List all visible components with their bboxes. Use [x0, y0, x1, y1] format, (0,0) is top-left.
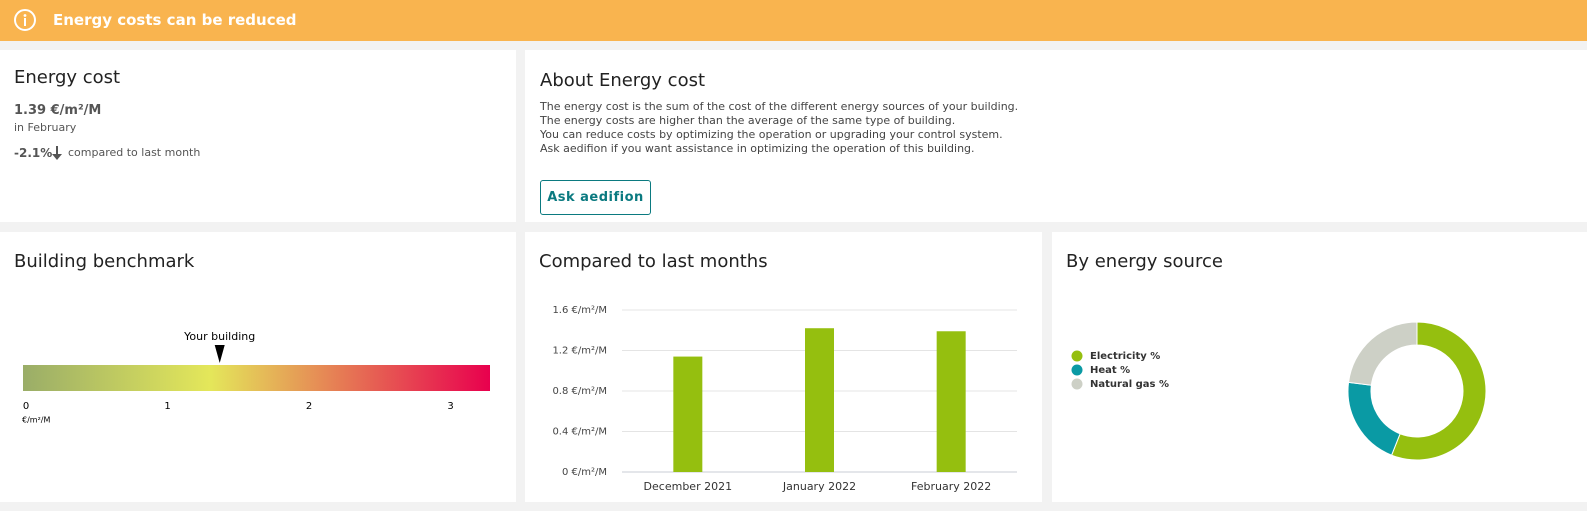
text-line: You can reduce costs by optimizing the o… [540, 128, 1003, 141]
about-text: The energy cost is the sum of the cost o… [540, 100, 1018, 156]
x-tick-label: December 2021 [644, 480, 733, 493]
energy-cost-card: Energy cost 1.39 €/m²/M in February -2.1… [0, 50, 516, 222]
legend-swatch [1071, 350, 1083, 362]
chart: 0 €/m²/M 0.4 €/m²/M 0.8 €/m²/M 1.2 €/m²/M 1.… [552, 305, 1017, 493]
chart-title: Building benchmark [14, 251, 195, 272]
chart: Electricity % Heat % Natural gas % [1071, 321, 1487, 461]
card-title: Energy cost [14, 67, 121, 88]
info-icon [14, 9, 36, 31]
bar [673, 356, 703, 472]
marker [214, 345, 225, 363]
card-title: About Energy cost [540, 70, 706, 91]
pie-slice [1347, 321, 1418, 386]
x-tick-label: 1 [164, 401, 170, 412]
pie-slice [1347, 381, 1401, 456]
bar [936, 331, 966, 472]
x-tick-label: January 2022 [782, 480, 856, 493]
legend-label: Electricity % [1090, 351, 1160, 362]
pie-card: By energy source Electricity % Heat % Natur… [1052, 232, 1587, 502]
about-card: About Energy cost The energy cost is the… [525, 50, 1587, 222]
cost-value: 1.39 €/m²/M [14, 103, 102, 118]
y-tick-label: 0.8 €/m²/M [552, 386, 607, 397]
change-note: compared to last month [68, 146, 201, 159]
chart-title: Compared to last months [539, 251, 768, 272]
text-line: Ask aedifion if you want assistance in o… [540, 142, 975, 155]
chart-title: By energy source [1066, 251, 1223, 272]
bar [805, 328, 834, 472]
text-line: The energy cost is the sum of the cost o… [540, 100, 1019, 113]
y-tick-label: 1.6 €/m²/M [552, 305, 607, 316]
banner-text: Energy costs can be reduced [53, 11, 297, 29]
legend-label: Natural gas % [1090, 379, 1169, 390]
legend-swatch [1071, 364, 1083, 376]
x-tick-label: 2 [306, 401, 312, 412]
marker-label: Your building [183, 330, 255, 343]
y-tick-label: 0 €/m²/M [562, 467, 607, 478]
x-tick-label: 0 [23, 401, 29, 412]
legend-label: Heat % [1090, 365, 1130, 376]
legend-swatch [1071, 378, 1083, 390]
down-arrow [52, 146, 62, 160]
period: in February [14, 121, 77, 134]
alert-banner: Energy costs can be reduced [0, 0, 1587, 41]
x-tick-label: 3 [447, 401, 453, 412]
benchmark-card: Building benchmark 0 1 2 3 €/m²/M Your buildin… [0, 232, 516, 502]
text-line: The energy costs are higher than the ave… [540, 114, 956, 127]
unit-label: €/m²/M [22, 416, 50, 425]
ask-button[interactable]: Ask aedifion [540, 180, 651, 215]
y-tick-label: 0.4 €/m²/M [552, 427, 607, 438]
x-tick-label: February 2022 [911, 480, 991, 493]
bar-card: Compared to last months 0 €/m²/M 0.4 €/m²/… [525, 232, 1042, 502]
change: -2.1% [14, 146, 53, 160]
y-tick-label: 1.2 €/m²/M [552, 346, 607, 357]
pie-slice [1390, 321, 1487, 461]
chart: 0 1 2 3 €/m²/M Your building [22, 330, 490, 425]
benchmark-scale [23, 365, 490, 391]
